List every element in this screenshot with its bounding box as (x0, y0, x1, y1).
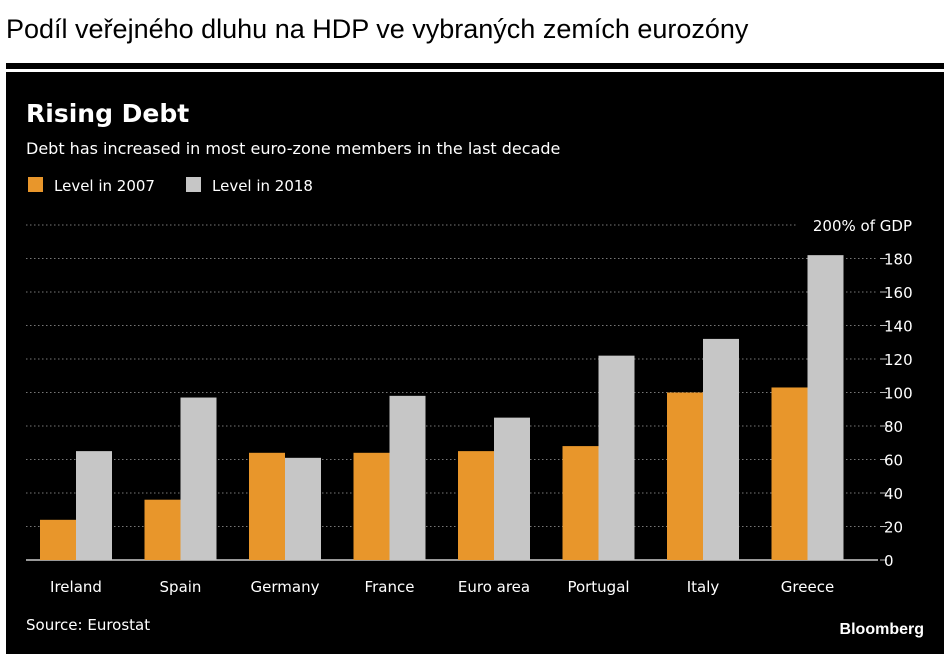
bar (249, 452, 285, 560)
y-axis-labels: 0 20 40 60 80 100 120 140 160 180 200% of GDP (813, 217, 913, 570)
x-tick-label: Euro area (458, 578, 530, 596)
page-heading: Podíl veřejného dluhu na HDP ve vybranýc… (6, 14, 749, 44)
bars (40, 255, 844, 560)
bar (389, 395, 426, 560)
y-tick-label: 120 (884, 351, 913, 369)
chart-panel: Rising Debt Debt has increased in most e… (6, 72, 944, 654)
bar-chart: Rising Debt Debt has increased in most e… (26, 99, 924, 638)
bar (667, 392, 703, 560)
heading-rule (6, 63, 944, 69)
x-tick-label: Ireland (50, 578, 102, 596)
legend-swatch (186, 177, 201, 192)
bar (458, 451, 494, 560)
y-axis-top-label: 200% of GDP (813, 217, 912, 235)
y-tick-label: 160 (884, 284, 913, 302)
bar (807, 255, 844, 560)
legend-swatch (28, 177, 43, 192)
bar (494, 417, 530, 560)
bloomberg-logo: Bloomberg (840, 621, 924, 638)
x-tick-label: Italy (687, 578, 720, 596)
chart-subtitle: Debt has increased in most euro-zone mem… (26, 139, 560, 158)
y-tick-label: 140 (884, 318, 913, 336)
x-tick-label: France (365, 578, 415, 596)
y-tick-label: 80 (884, 418, 903, 436)
legend-label: Level in 2007 (54, 177, 155, 195)
legend: Level in 2007 Level in 2018 (28, 177, 313, 195)
bar (353, 452, 390, 560)
bar (76, 451, 112, 560)
x-tick-label: Portugal (567, 578, 629, 596)
y-tick-label: 0 (884, 552, 894, 570)
y-tick-label: 20 (884, 519, 903, 537)
source-note: Source: Eurostat (26, 616, 150, 634)
y-tick-label: 40 (884, 485, 903, 503)
bar (285, 457, 321, 560)
y-tick-label: 180 (884, 251, 913, 269)
bar (598, 355, 635, 560)
bar (771, 387, 808, 560)
x-axis-labels: Ireland Spain Germany France Euro area Portug… (50, 578, 834, 596)
bar (703, 338, 739, 560)
bar (144, 499, 181, 560)
legend-label: Level in 2018 (212, 177, 313, 195)
bar (562, 446, 599, 560)
x-tick-label: Greece (781, 578, 834, 596)
x-tick-label: Spain (160, 578, 202, 596)
y-tick-label: 60 (884, 452, 903, 470)
bar (180, 397, 217, 560)
chart-title: Rising Debt (26, 99, 189, 128)
y-tick-label: 100 (884, 385, 913, 403)
x-tick-label: Germany (251, 578, 320, 596)
bar (40, 519, 76, 560)
